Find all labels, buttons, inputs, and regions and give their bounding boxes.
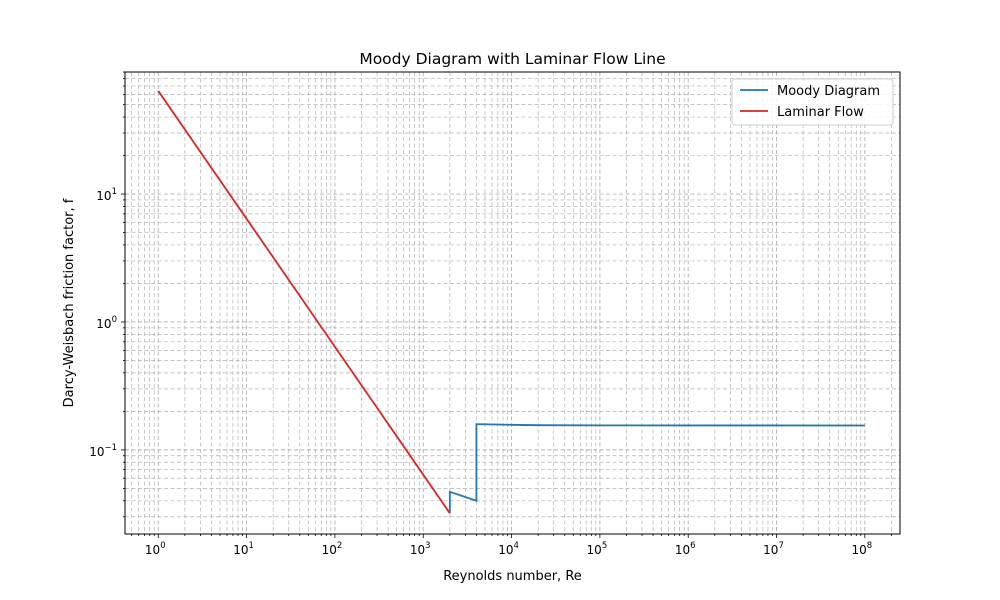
x-tick-label: 106	[675, 541, 696, 557]
legend: Moody Diagram Laminar Flow	[731, 78, 894, 126]
x-tick-label: 108	[852, 541, 873, 557]
grid	[125, 71, 900, 534]
x-tick-label-exponent: 2	[337, 541, 342, 551]
x-tick-label-exponent: 7	[778, 541, 783, 551]
legend-label-moody-diagram: Moody Diagram	[777, 84, 880, 99]
x-tick-label-exponent: 6	[690, 541, 695, 551]
y-axis-label: Darcy-Weisbach friction factor, f	[62, 198, 77, 407]
x-tick-label-exponent: 3	[425, 541, 430, 551]
x-tick-label-base: 10	[675, 543, 690, 557]
x-tick-label-exponent: 5	[602, 541, 607, 551]
x-tick-label: 105	[587, 541, 608, 557]
y-tick-label-exponent: 1	[112, 187, 117, 197]
x-tick-label: 103	[410, 541, 431, 557]
x-tick-label: 101	[233, 541, 254, 557]
x-tick-label-base: 10	[410, 543, 425, 557]
x-tick-label-base: 10	[852, 543, 867, 557]
y-tick-label: 100	[96, 315, 117, 331]
series-line-moody-diagram	[448, 423, 865, 514]
x-tick-label-base: 10	[322, 543, 337, 557]
y-tick-label-base: 10	[89, 445, 104, 459]
x-tick-label-exponent: 4	[513, 541, 518, 551]
y-tick-label-base: 10	[96, 317, 111, 331]
chart-title: Moody Diagram with Laminar Flow Line	[359, 50, 665, 68]
y-tick-label-exponent: −1	[104, 443, 117, 453]
x-tick-label-exponent: 1	[249, 541, 254, 551]
legend-box	[731, 78, 894, 126]
plot-area	[125, 72, 900, 534]
x-tick-label-exponent: 8	[867, 541, 872, 551]
x-tick-label: 100	[145, 541, 166, 557]
legend-label-laminar-flow: Laminar Flow	[777, 105, 864, 120]
x-tick-label-exponent: 0	[160, 541, 165, 551]
x-axis-label: Reynolds number, Re	[443, 569, 582, 584]
x-tick-label: 104	[498, 541, 519, 557]
x-tick-label: 102	[322, 541, 343, 557]
x-tick-label-base: 10	[763, 543, 778, 557]
x-tick-label-base: 10	[587, 543, 602, 557]
x-tick-label-base: 10	[145, 543, 160, 557]
y-tick-label-exponent: 0	[112, 315, 117, 325]
plot-frame	[124, 71, 901, 535]
series-line-laminar-flow	[157, 90, 451, 514]
x-tick-label: 107	[763, 541, 784, 557]
x-tick-label-base: 10	[498, 543, 513, 557]
series-layer	[157, 90, 865, 514]
y-tick-label: 101	[96, 187, 117, 203]
x-tick-label-base: 10	[233, 543, 248, 557]
y-tick-label: 10−1	[89, 443, 117, 459]
y-tick-label-base: 10	[96, 189, 111, 203]
